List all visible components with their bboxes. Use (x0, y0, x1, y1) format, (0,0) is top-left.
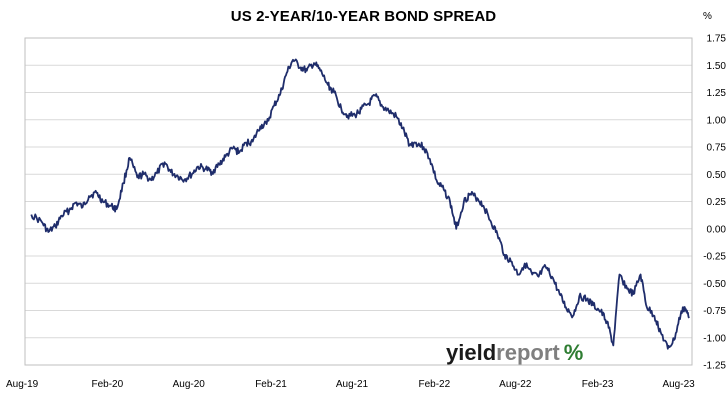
y-tick-label: -0.25 (703, 252, 726, 263)
logo-percent-symbol: % (564, 340, 584, 365)
x-tick-label: Aug-23 (662, 379, 695, 390)
plot-area-frame (24, 37, 693, 366)
x-tick-label: Feb-21 (255, 379, 287, 390)
logo-text-yield: yield (446, 340, 496, 365)
y-tick-label: 1.75 (707, 34, 727, 45)
y-tick-label: 1.25 (707, 88, 727, 99)
svg-text:yieldreport%: yieldreport% (446, 340, 583, 365)
y-tick-label: -0.75 (703, 306, 726, 317)
x-tick-label: Aug-21 (336, 379, 369, 390)
x-tick-label: Feb-20 (91, 379, 123, 390)
y-tick-label: 0.75 (707, 143, 727, 154)
y-tick-label: -0.50 (703, 279, 726, 290)
logo-text-report: report (496, 340, 560, 365)
x-tick-label: Feb-22 (418, 379, 450, 390)
y-tick-label: -1.25 (703, 361, 726, 372)
grid-layer (25, 37, 692, 366)
y-tick-label: -1.00 (703, 333, 726, 344)
y-tick-label: 0.25 (707, 197, 727, 208)
y-tick-label: 1.50 (707, 61, 727, 72)
x-tick-label: Feb-23 (582, 379, 614, 390)
chart-title: US 2-YEAR/10-YEAR BOND SPREAD (230, 8, 497, 25)
y-tick-label: 0.00 (707, 224, 727, 235)
x-tick-label: Aug-22 (499, 379, 532, 390)
y-tick-label: 1.00 (707, 115, 727, 126)
y-tick-label: 0.50 (707, 170, 727, 181)
x-axis-ticks: Aug-19 Feb-20 Aug-20 Feb-21 Aug-21 Feb-22 Aug-… (6, 379, 695, 390)
x-tick-label: Aug-19 (6, 379, 39, 390)
x-tick-label: Aug-20 (173, 379, 206, 390)
yieldreport-logo: yieldreport% (446, 340, 583, 365)
spread-series-line (30, 58, 690, 350)
y-axis-unit-label: % (703, 11, 712, 22)
y-axis-ticks: 1.75 1.50 1.25 1.00 0.75 0.50 0.25 0.00 -0.25 -0.… (703, 34, 726, 372)
